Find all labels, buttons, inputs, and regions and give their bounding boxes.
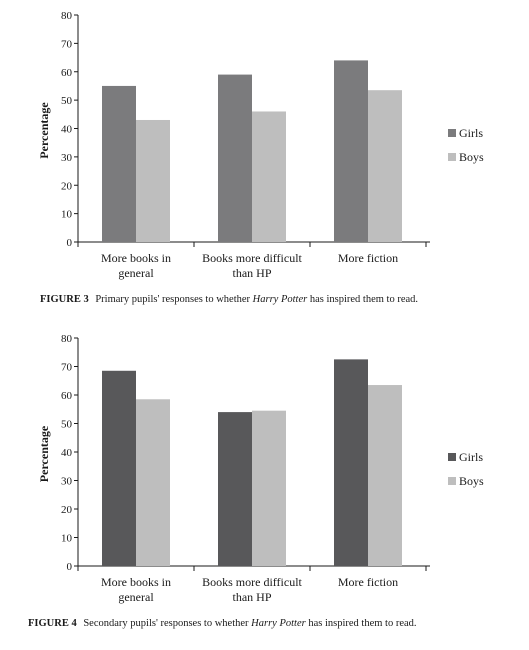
figure-3-y-tick-label: 10: [61, 209, 73, 221]
figure-4-category-label: More books in general: [101, 575, 171, 604]
figure-3-legend-label-boys: Boys: [459, 150, 484, 164]
figure-3-category-label: More books in general: [101, 251, 171, 280]
figure-4-legend: Girls Boys: [448, 450, 484, 488]
figure-4-y-tick-label: 80: [61, 333, 73, 345]
figure-3-legend-swatch-girls: [448, 129, 456, 137]
figure-3-y-tick-label: 60: [61, 67, 73, 79]
figure-4-bar-boys: [252, 410, 286, 566]
figure-4-y-axis-title: Percentage: [37, 425, 51, 482]
figure-4-bar-girls: [102, 370, 136, 566]
figure-3-y-tick-label: 20: [61, 180, 73, 192]
figure-4-legend-label-girls: Girls: [459, 450, 483, 464]
figure-4-bar-boys: [136, 399, 170, 566]
figure-4-caption-text-end: has inspired them to read.: [308, 618, 417, 629]
figure-4-bar-girls: [218, 412, 252, 566]
figure-4-y-tick-label: 20: [61, 504, 73, 516]
figure-3-bar-girls: [334, 60, 368, 243]
figure-3: Percentage 0 10 20 30 40 50 60 70 80 More books in…: [0, 0, 529, 320]
figure-3-bar-girls: [218, 74, 252, 243]
figure-3-y-tick-label: 80: [61, 10, 73, 22]
figure-4-legend-swatch-girls: [448, 453, 456, 461]
figure-3-y-tick-label: 70: [61, 38, 73, 50]
figure-3-caption-title: Harry Potter: [252, 294, 308, 305]
figure-4-legend-label-boys: Boys: [459, 474, 484, 488]
figure-4-bar-boys: [368, 385, 402, 566]
figure-4-y-tick-label: 60: [61, 390, 73, 402]
figure-4-y-tick-label: 30: [61, 476, 73, 488]
figure-3-y-tick-label: 50: [61, 95, 73, 107]
figure-4-caption-label: FIGURE 4: [28, 618, 77, 629]
figure-3-bar-boys: [368, 90, 402, 242]
figure-3-legend-label-girls: Girls: [459, 126, 483, 140]
figure-4-legend-swatch-boys: [448, 477, 456, 485]
figure-4-category-label: Books more difficult than HP: [202, 575, 302, 604]
figure-4-category-label: More fiction: [338, 575, 398, 589]
figure-3-legend: Girls Boys: [448, 126, 484, 164]
figure-4-y-tick-label: 40: [61, 447, 73, 459]
figure-3-legend-swatch-boys: [448, 153, 456, 161]
figure-3-y-tick-label: 0: [67, 237, 73, 249]
figure-4-y-tick-label: 10: [61, 533, 73, 545]
figure-4-y-tick-label: 0: [67, 561, 73, 573]
figure-3-caption-text: Primary pupils' responses to whether: [95, 294, 251, 305]
figure-3-category-label: More fiction: [338, 251, 398, 265]
figure-3-y-tick-label: 30: [61, 152, 73, 164]
figure-4-bar-girls: [334, 359, 368, 566]
figure-3-category-label: Books more difficult than HP: [202, 251, 302, 280]
figure-3-caption-text-end: has inspired them to read.: [309, 294, 419, 305]
figure-4-caption: FIGURE 4 Secondary pupils' responses to …: [28, 618, 417, 629]
figure-4-caption-text: Secondary pupils' responses to whether: [83, 618, 249, 629]
figure-3-bar-girls: [102, 85, 136, 242]
figure-3-bar-boys: [136, 119, 170, 242]
figure-4-y-tick-label: 50: [61, 419, 73, 431]
figure-4-caption-title: Harry Potter: [251, 618, 306, 629]
figure-3-y-axis-title: Percentage: [37, 102, 51, 159]
figure-3-bar-boys: [252, 111, 286, 242]
figure-4-y-tick-label: 70: [61, 362, 73, 374]
figure-4: Percentage 0 10 20 30 40 50 60 70 80 More books in…: [0, 322, 529, 647]
figure-4-chart: Percentage 0 10 20 30 40 50 60 70 80 More books in…: [37, 333, 484, 604]
figure-3-chart: Percentage 0 10 20 30 40 50 60 70 80 More books in…: [37, 10, 484, 280]
figure-3-caption: FIGURE 3 Primary pupils' responses to wh…: [40, 294, 418, 305]
figure-3-y-tick-label: 40: [61, 124, 73, 136]
figure-3-caption-label: FIGURE 3: [40, 294, 89, 305]
